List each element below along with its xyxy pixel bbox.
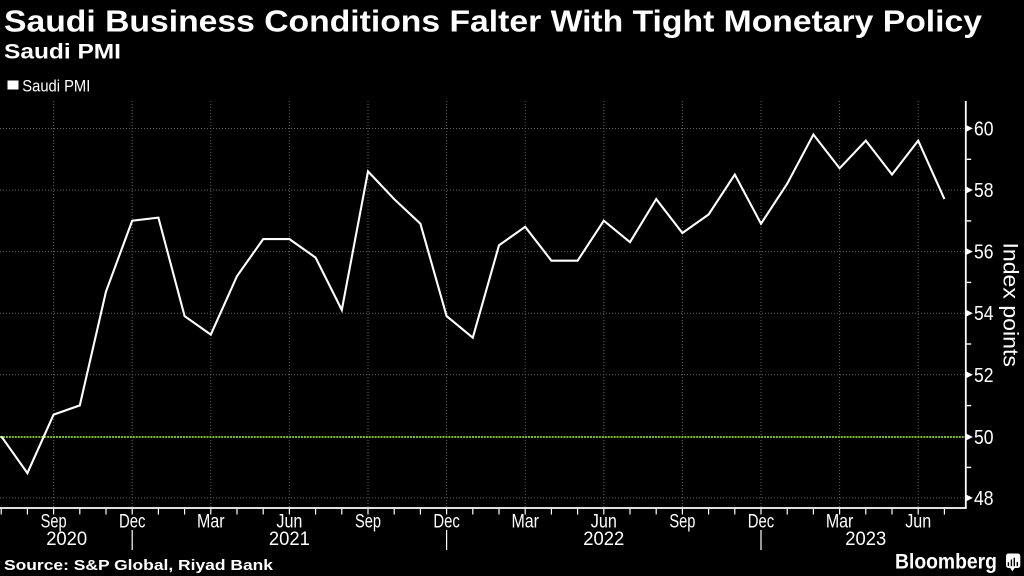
svg-text:Sep: Sep [41, 511, 67, 533]
svg-text:Index points: Index points [998, 242, 1021, 367]
svg-text:Sep: Sep [355, 511, 381, 533]
svg-text:Saudi PMI: Saudi PMI [22, 76, 90, 95]
svg-text:Dec: Dec [433, 511, 460, 533]
svg-text:2023: 2023 [845, 528, 886, 550]
svg-text:56: 56 [974, 241, 994, 264]
svg-text:2022: 2022 [583, 528, 624, 550]
svg-text:Saudi Business Conditions Falt: Saudi Business Conditions Falter With Ti… [4, 4, 983, 39]
svg-text:Jun: Jun [591, 511, 617, 533]
svg-text:50: 50 [974, 426, 994, 449]
svg-text:52: 52 [974, 364, 994, 387]
svg-text:Mar: Mar [511, 511, 539, 533]
svg-text:Sep: Sep [669, 511, 695, 533]
svg-text:2020: 2020 [46, 528, 87, 550]
svg-text:Dec: Dec [119, 511, 146, 533]
svg-text:Jun: Jun [905, 511, 931, 533]
svg-text:Dec: Dec [748, 511, 775, 533]
svg-text:Jun: Jun [276, 511, 302, 533]
svg-text:Saudi PMI: Saudi PMI [4, 40, 121, 63]
svg-text:2021: 2021 [269, 528, 310, 550]
svg-text:54: 54 [974, 302, 994, 325]
svg-text:60: 60 [974, 117, 994, 140]
svg-text:Bloomberg: Bloomberg [895, 551, 997, 574]
svg-text:48: 48 [974, 487, 994, 510]
svg-text:58: 58 [974, 179, 994, 202]
svg-text:Mar: Mar [197, 511, 225, 533]
svg-text:Mar: Mar [826, 511, 854, 533]
svg-text:Source: S&P Global, Riyad Bank: Source: S&P Global, Riyad Bank [4, 557, 274, 574]
